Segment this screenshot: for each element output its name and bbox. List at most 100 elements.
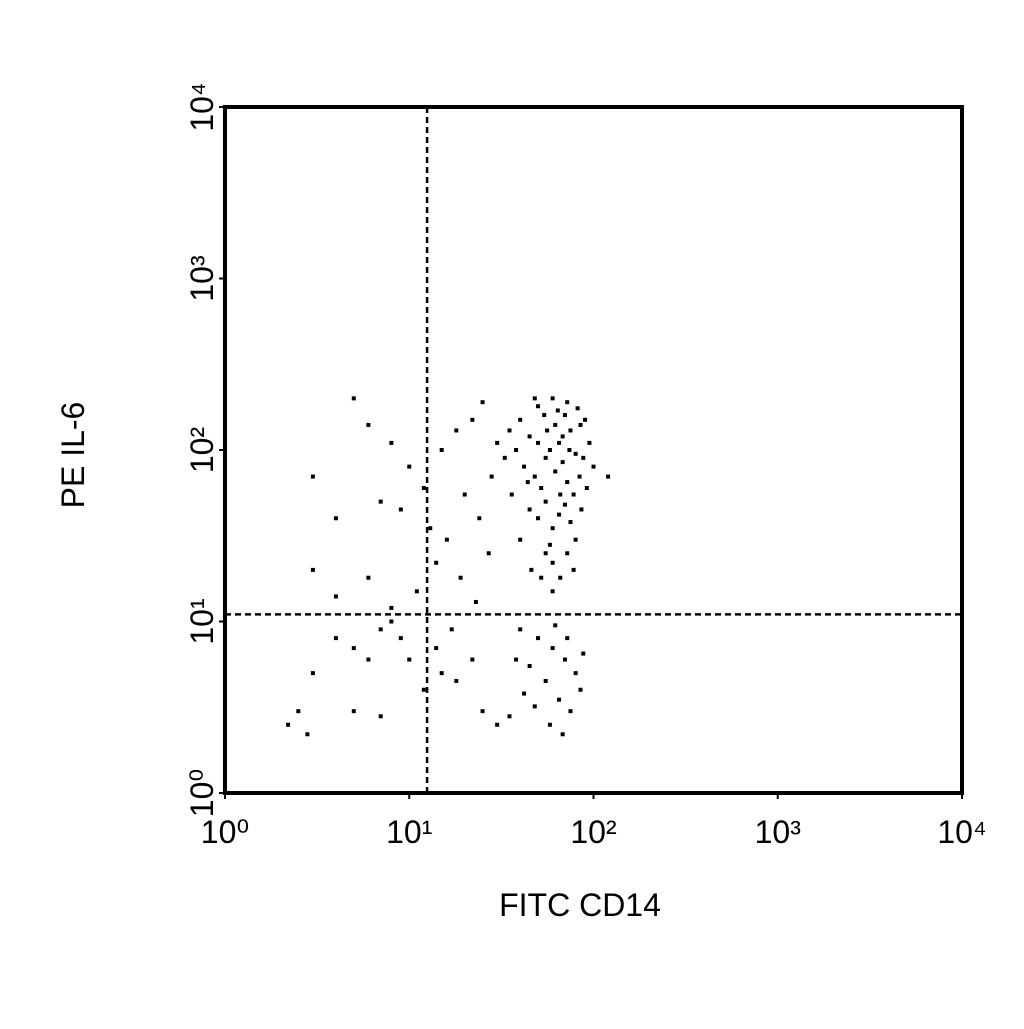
dot [545,428,550,433]
dot [550,646,555,651]
dot [532,704,537,709]
dot [557,440,562,445]
dot [562,412,567,417]
y-tick-label: 10³ [184,255,220,302]
dot [525,480,530,485]
dot [560,460,565,465]
dot [558,575,563,580]
dot [547,542,552,547]
dot [591,464,596,469]
dot [444,537,449,542]
dot [518,537,523,542]
dot [583,417,588,422]
dot [407,657,412,662]
dot [495,440,500,445]
dot [536,636,541,641]
dot [560,434,565,439]
dot [539,575,544,580]
dot [310,671,315,676]
dot [486,551,491,556]
dot [439,448,444,452]
dot [449,627,454,632]
dot [333,636,338,641]
dot [550,589,555,594]
x-tick-label: 10¹ [386,814,432,850]
dot [542,412,547,417]
dot [578,422,583,427]
dot [577,474,582,479]
dot [480,400,485,405]
dot [398,507,403,512]
dot [389,619,394,624]
dot [366,575,371,580]
dot [480,709,485,714]
dot [581,651,586,656]
y-axis-label: PE IL-6 [55,402,91,509]
dot [502,455,507,460]
dot [389,605,394,610]
dot [529,567,534,572]
dot [562,502,567,507]
dot [477,516,482,521]
dot [434,560,439,565]
dot [366,422,371,427]
dot [462,492,467,497]
dot [333,516,338,521]
dot [565,480,570,485]
dot [547,448,552,452]
dot [550,526,555,531]
dot [434,646,439,651]
dot [458,575,463,580]
dot [568,709,573,714]
dot [579,507,584,512]
dot [454,678,459,683]
dot [550,396,555,401]
dot [473,599,478,604]
dot [398,636,403,641]
dot [539,486,544,491]
dot [573,671,578,676]
dot [573,537,578,542]
dot [565,636,570,641]
dot [543,499,548,504]
dot [351,646,356,651]
dot [470,417,475,422]
dot [351,396,356,401]
dot [428,526,433,531]
dot [509,492,514,497]
dot [333,594,338,599]
x-tick-label: 10² [570,814,617,850]
dot [421,486,426,491]
dot [527,434,532,439]
dot [527,664,532,669]
dot [389,440,394,445]
dot [421,687,426,692]
dot [296,709,301,714]
dot [565,400,570,405]
dot [507,714,512,719]
dot [558,492,563,497]
plot-frame [223,105,964,795]
x-tick-label: 10⁰ [201,814,249,850]
dot [532,474,537,479]
y-tick-label: 10⁴ [184,82,220,131]
x-tick-label: 10⁴ [937,814,986,850]
dot [557,512,562,517]
dot [581,455,586,460]
y-tick-label: 10² [184,427,220,474]
dot [571,567,576,572]
dot [536,516,541,521]
dot [550,560,555,565]
dot [407,464,412,469]
dot [555,408,560,413]
dot [286,722,291,727]
dot [575,406,580,411]
dot [378,714,383,719]
dot [366,657,371,662]
dot [560,732,565,737]
dot [489,474,494,479]
dot [553,469,558,474]
dot [378,627,383,632]
dot [518,627,523,632]
y-tick-label: 10¹ [184,598,220,644]
